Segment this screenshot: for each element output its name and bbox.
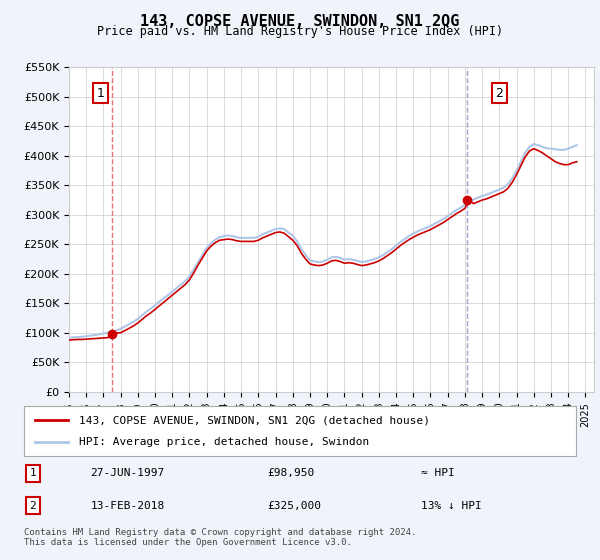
Text: Contains HM Land Registry data © Crown copyright and database right 2024.
This d: Contains HM Land Registry data © Crown c… xyxy=(24,528,416,547)
Text: 143, COPSE AVENUE, SWINDON, SN1 2QG (detached house): 143, COPSE AVENUE, SWINDON, SN1 2QG (det… xyxy=(79,415,430,425)
Text: 1: 1 xyxy=(97,87,104,100)
Text: 1: 1 xyxy=(29,468,36,478)
Text: £325,000: £325,000 xyxy=(267,501,321,511)
Text: 2: 2 xyxy=(496,87,503,100)
Text: 2: 2 xyxy=(29,501,36,511)
Text: £98,950: £98,950 xyxy=(267,468,314,478)
Text: 13% ↓ HPI: 13% ↓ HPI xyxy=(421,501,482,511)
Text: 27-JUN-1997: 27-JUN-1997 xyxy=(90,468,164,478)
Text: HPI: Average price, detached house, Swindon: HPI: Average price, detached house, Swin… xyxy=(79,437,370,447)
Text: 143, COPSE AVENUE, SWINDON, SN1 2QG: 143, COPSE AVENUE, SWINDON, SN1 2QG xyxy=(140,14,460,29)
Text: 13-FEB-2018: 13-FEB-2018 xyxy=(90,501,164,511)
Text: ≈ HPI: ≈ HPI xyxy=(421,468,455,478)
Text: Price paid vs. HM Land Registry's House Price Index (HPI): Price paid vs. HM Land Registry's House … xyxy=(97,25,503,38)
